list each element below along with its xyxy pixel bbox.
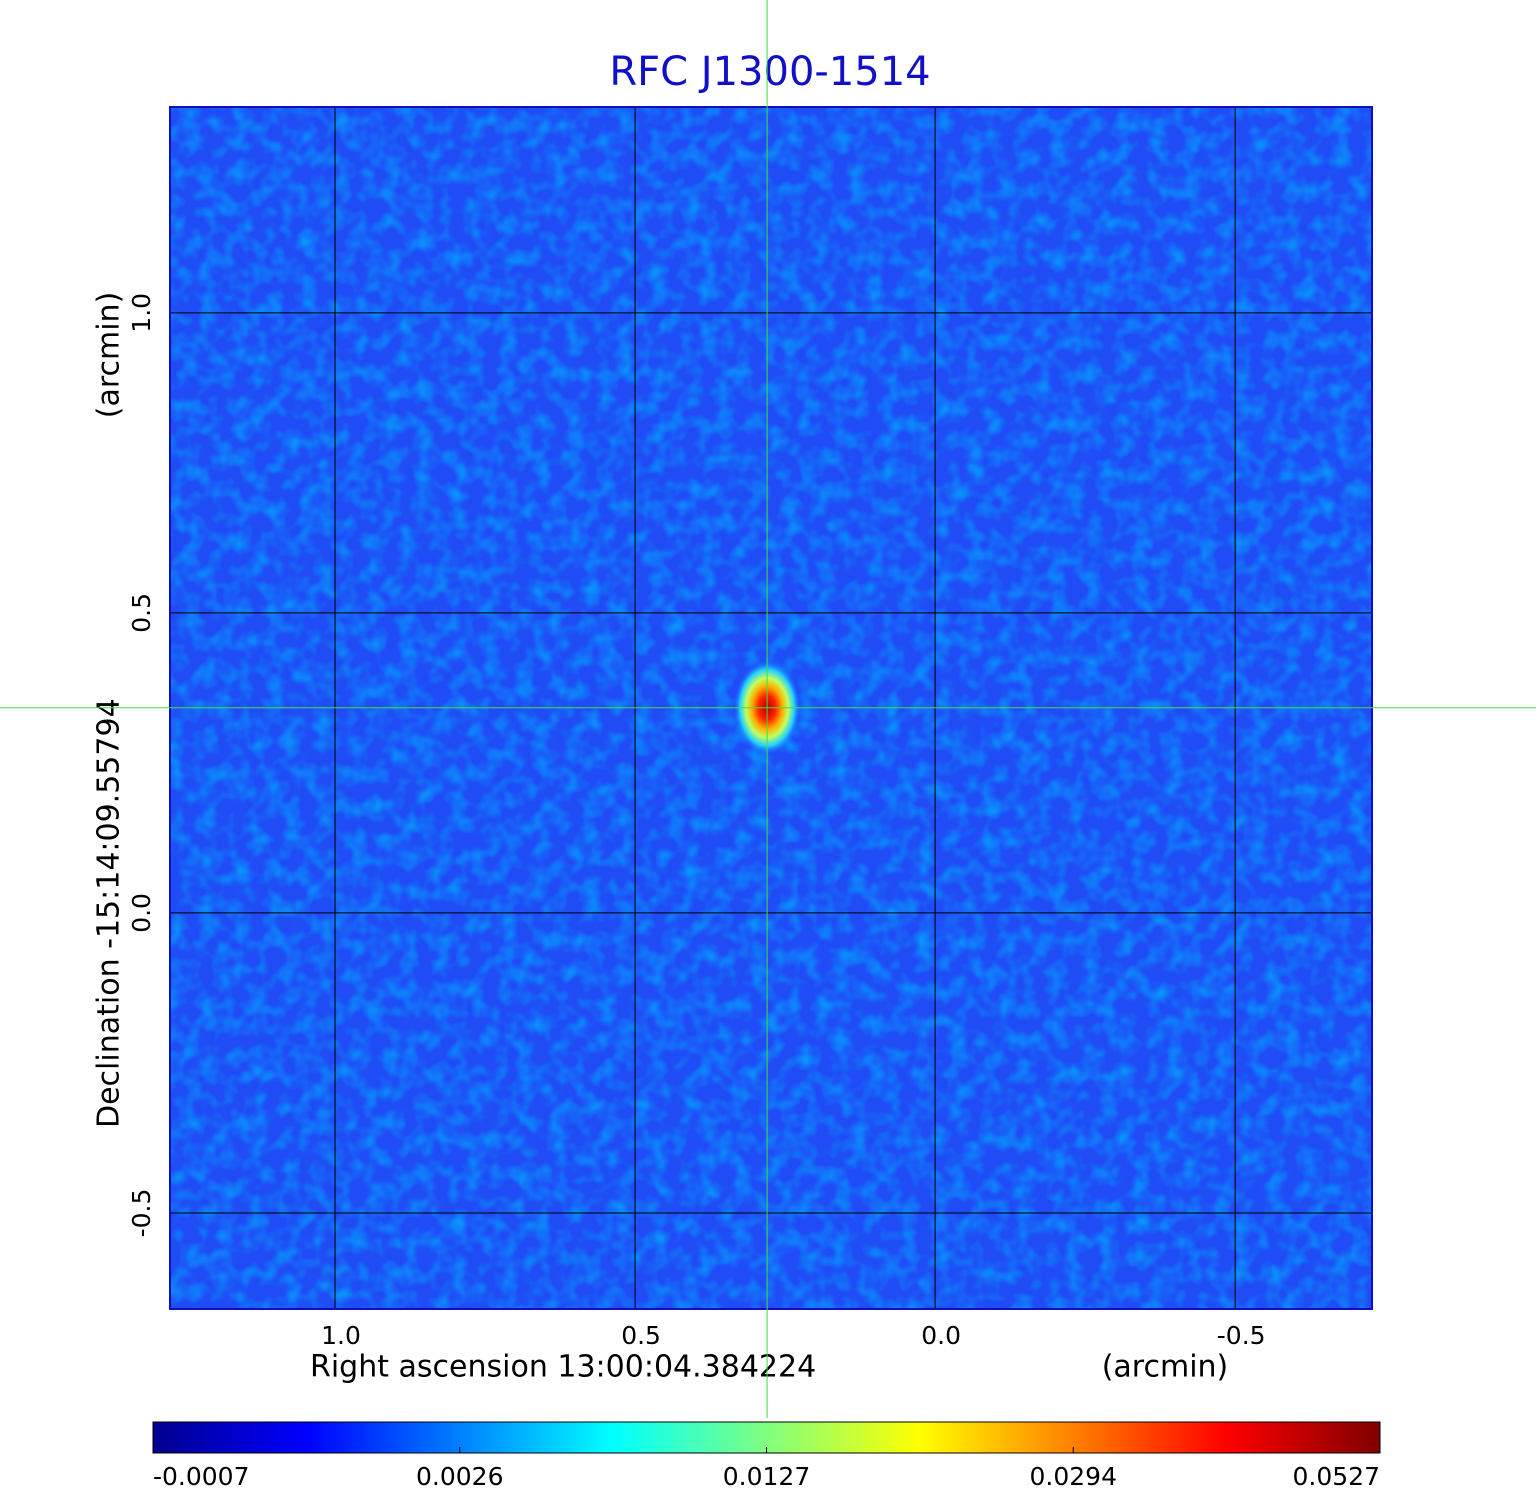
- x-tick-label: -0.5: [1217, 1321, 1266, 1350]
- chart-title: RFC J1300-1514: [609, 49, 930, 95]
- x-tick-label: 1.0: [321, 1321, 361, 1350]
- colorbar-tick-label: 0.0527: [1293, 1462, 1380, 1491]
- x-tick-label: 0.5: [621, 1321, 661, 1350]
- y-tick-label: 1.0: [127, 293, 156, 333]
- y-tick-label: 0.5: [127, 593, 156, 633]
- y-tick-label: 0.0: [127, 893, 156, 933]
- colorbar-tick-label: 0.0294: [1030, 1462, 1117, 1491]
- x-axis-label: Right ascension 13:00:04.384224: [310, 1350, 816, 1385]
- y-axis-unit: (arcmin): [92, 292, 127, 419]
- colorbar-tick-label: 0.0026: [416, 1462, 503, 1491]
- x-axis-unit: (arcmin): [1102, 1350, 1229, 1385]
- y-axis-label: Declination -15:14:09.55794: [92, 698, 127, 1128]
- x-tick-label: 0.0: [921, 1321, 961, 1350]
- y-tick-label: -0.5: [127, 1189, 156, 1238]
- colorbar-tick-label: -0.0007: [153, 1462, 250, 1491]
- colorbar-tick-label: 0.0127: [723, 1462, 810, 1491]
